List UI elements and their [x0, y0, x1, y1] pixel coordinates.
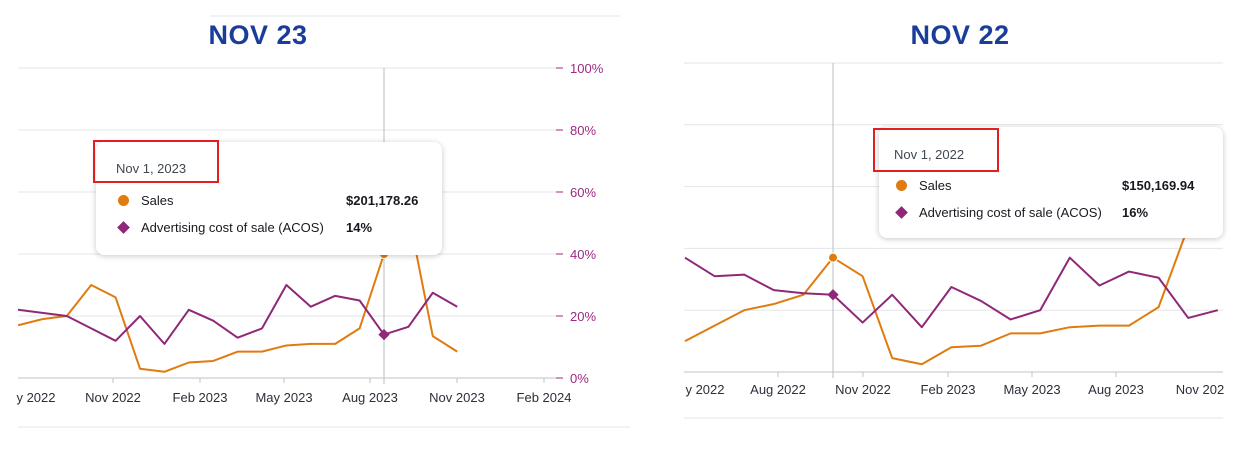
chart-title: NOV 23: [208, 20, 308, 50]
chart-tooltip: Nov 1, 2022 Sales $150,169.94 Advertisin…: [873, 127, 1223, 238]
tooltip-date: Nov 1, 2023: [116, 161, 187, 176]
x-tick-label: Aug 2022: [750, 382, 806, 397]
x-tick-label: Feb 2023: [173, 390, 228, 405]
x-tick-label: Aug 2023: [342, 390, 398, 405]
chart-svg-nov-22: y 2022 Aug 2022 Nov 2022 Feb 2023 May 2023 Au…: [684, 62, 1224, 419]
acos-highlight-point: [827, 289, 839, 301]
x-tick-label: Nov 202: [1176, 382, 1224, 397]
acos-legend-diamond-icon: [117, 221, 130, 234]
tooltip-value-sales: $201,178.26: [346, 193, 419, 208]
x-tick-label: Feb 2023: [921, 382, 976, 397]
x-tick-label: May 2023: [1003, 382, 1060, 397]
highlight-box: [93, 140, 219, 183]
y-tick-label: 60%: [570, 185, 596, 200]
y-tick-label: 20%: [570, 309, 596, 324]
sales-legend-dot-icon: [118, 195, 129, 206]
sales-highlight-point: [828, 252, 838, 263]
tooltip-label: Sales: [919, 178, 952, 193]
tooltip-row-sales: Sales: [896, 178, 952, 193]
acos-highlight-point: [378, 328, 390, 341]
x-tick-label: Aug 2023: [1088, 382, 1144, 397]
acos-legend-diamond-icon: [895, 206, 908, 219]
tooltip-row-sales: Sales: [118, 193, 174, 208]
sales-series-line: [684, 179, 1219, 366]
y-tick-label: 40%: [570, 247, 596, 262]
chart-svg-nov-23: 100% 80% 60% 40% 20% 0% y 2022 Nov 2022 Feb 2023…: [16, 15, 630, 428]
x-tick-label: Nov 2022: [835, 382, 891, 397]
y-tick-label: 80%: [570, 123, 596, 138]
tooltip-label: Advertising cost of sale (ACOS): [919, 205, 1102, 220]
tooltip-value-sales: $150,169.94: [1122, 178, 1195, 193]
tooltip-label: Sales: [141, 193, 174, 208]
tooltip-date: Nov 1, 2022: [894, 147, 965, 162]
x-tick-label: Nov 2023: [429, 390, 485, 405]
tooltip-label: Advertising cost of sale (ACOS): [141, 220, 324, 235]
chart-tooltip: Nov 1, 2023 Sales $201,178.26 Advertisin…: [93, 140, 442, 255]
acos-series-line: [684, 256, 1219, 329]
tooltip-value-acos: 14%: [346, 220, 373, 235]
y-tick-label: 0%: [570, 371, 589, 386]
x-tick-label: y 2022: [685, 382, 724, 397]
tooltip-row-acos: Advertising cost of sale (ACOS): [895, 205, 1102, 220]
y-tick-label: 100%: [570, 61, 604, 76]
x-tick-label: Nov 2022: [85, 390, 141, 405]
sales-legend-dot-icon: [896, 180, 907, 191]
x-tick-label: May 2023: [255, 390, 312, 405]
tooltip-value-acos: 16%: [1122, 205, 1149, 220]
chart-title: NOV 22: [910, 20, 1010, 50]
tooltip-row-acos: Advertising cost of sale (ACOS): [117, 220, 324, 235]
x-tick-label: Feb 2024: [517, 390, 572, 405]
chart-panel-nov-22: y 2022 Aug 2022 Nov 2022 Feb 2023 May 2023 Au…: [660, 0, 1255, 454]
x-tick-label: y 2022: [16, 390, 55, 405]
chart-panel-nov-23: 100% 80% 60% 40% 20% 0% y 2022 Nov 2022 Feb 2023…: [16, 15, 630, 428]
highlight-box: [873, 128, 999, 172]
